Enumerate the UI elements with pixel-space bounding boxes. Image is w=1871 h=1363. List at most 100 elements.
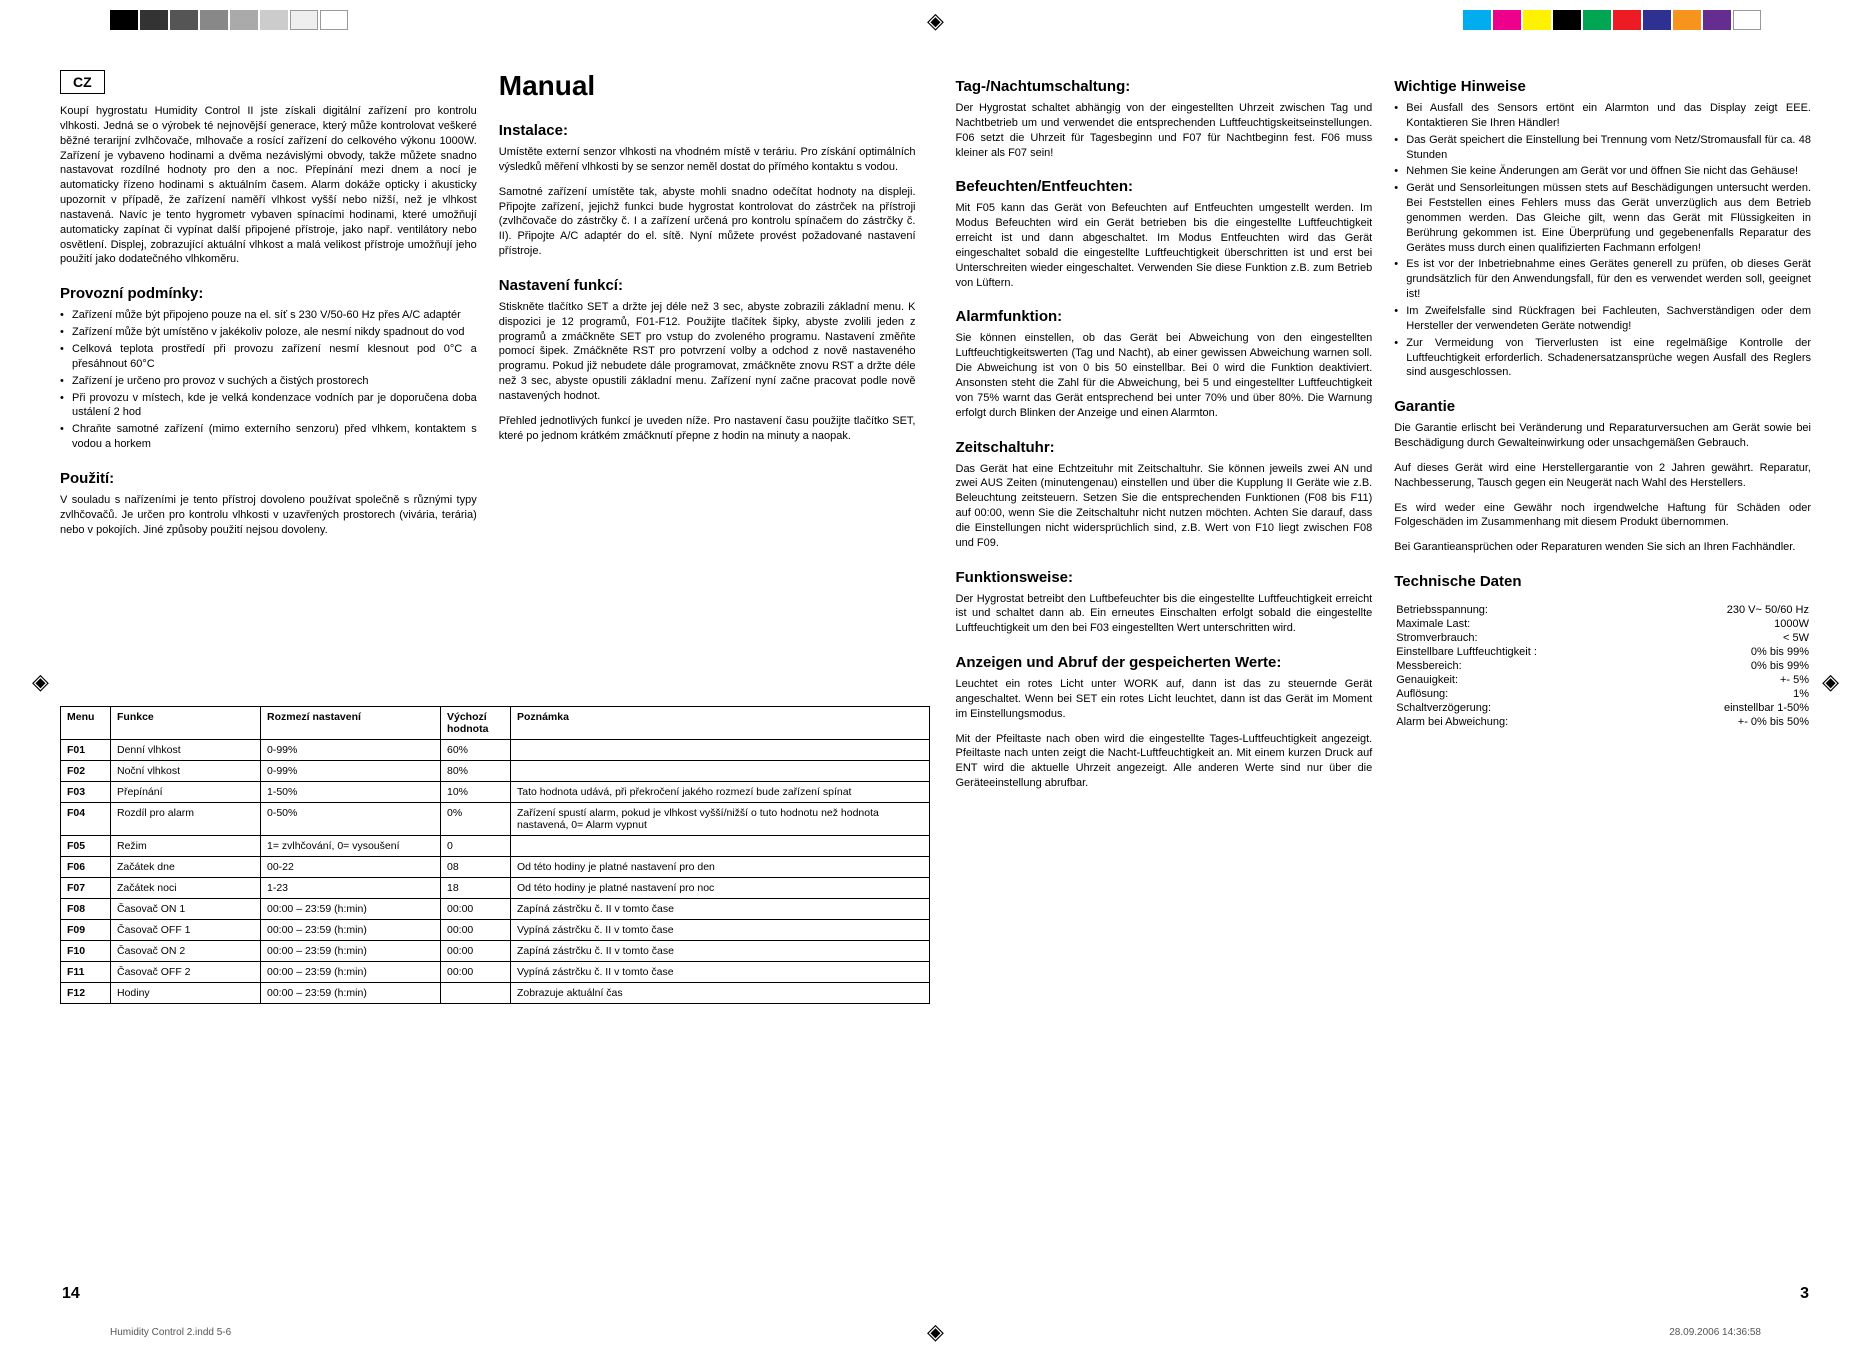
table-cell: 00:00: [441, 941, 511, 962]
table-row: F03Přepínání1-50%10%Tato hodnota udává, …: [61, 782, 930, 803]
table-cell: 1= zvlhčování, 0= vysoušení: [261, 836, 441, 857]
table-cell: 10%: [441, 782, 511, 803]
spec-cell: Messbereich:: [1396, 660, 1652, 672]
section-text: Mit F05 kann das Gerät von Befeuchten au…: [956, 201, 1373, 290]
manual-title: Manual: [499, 70, 916, 102]
spec-cell: Maximale Last:: [1396, 618, 1652, 630]
instalace-heading: Instalace:: [499, 122, 916, 139]
function-table-wrap: MenuFunkceRozmezí nastaveníVýchozí hodno…: [60, 700, 930, 1004]
table-row: F11Časovač OFF 200:00 – 23:59 (h:min)00:…: [61, 962, 930, 983]
section-text: Mit der Pfeiltaste nach oben wird die ei…: [956, 732, 1373, 791]
spec-row: Stromverbrauch:< 5W: [1396, 632, 1809, 644]
spec-cell: < 5W: [1654, 632, 1809, 644]
list-item: Zur Vermeidung von Tierverlusten ist ein…: [1394, 336, 1811, 381]
pouziti-heading: Použití:: [60, 470, 477, 487]
table-cell: 0-99%: [261, 740, 441, 761]
table-cell: F07: [61, 878, 111, 899]
spec-cell: 0% bis 99%: [1654, 660, 1809, 672]
list-item: Zařízení může být umístěno v jakékoliv p…: [60, 325, 477, 340]
lang-badge: CZ: [60, 70, 105, 94]
nastaveni-text-1: Stiskněte tlačítko SET a držte jej déle …: [499, 300, 916, 404]
nastaveni-text-2: Přehled jednotlivých funkcí je uveden ní…: [499, 414, 916, 444]
section-heading: Funktionsweise:: [956, 569, 1373, 586]
table-cell: 00:00: [441, 920, 511, 941]
table-cell: 0-50%: [261, 803, 441, 836]
table-cell: 0-99%: [261, 761, 441, 782]
table-cell: Tato hodnota udává, při překročení jakéh…: [511, 782, 930, 803]
table-row: F02Noční vlhkost0-99%80%: [61, 761, 930, 782]
page-spread: CZ Koupí hygrostatu Humidity Control II …: [60, 70, 1811, 1270]
table-row: F06Začátek dne00-2208Od této hodiny je p…: [61, 857, 930, 878]
list-item: Zařízení může být připojeno pouze na el.…: [60, 308, 477, 323]
section-heading: Befeuchten/Entfeuchten:: [956, 178, 1373, 195]
instalace-text-1: Umístěte externí senzor vlhkosti na vhod…: [499, 145, 916, 175]
table-cell: 00:00: [441, 962, 511, 983]
spec-cell: +- 0% bis 50%: [1654, 716, 1809, 728]
spec-cell: Schaltverzögerung:: [1396, 702, 1652, 714]
spec-cell: 1000W: [1654, 618, 1809, 630]
table-cell: 0: [441, 836, 511, 857]
list-item: Im Zweifelsfalle sind Rückfragen bei Fac…: [1394, 304, 1811, 334]
table-cell: Noční vlhkost: [111, 761, 261, 782]
page-number-right: 3: [1800, 1285, 1809, 1303]
table-cell: [511, 740, 930, 761]
intro-text: Koupí hygrostatu Humidity Control II jst…: [60, 104, 477, 267]
function-table: MenuFunkceRozmezí nastaveníVýchozí hodno…: [60, 706, 930, 1004]
table-cell: 18: [441, 878, 511, 899]
table-cell: F11: [61, 962, 111, 983]
table-cell: 60%: [441, 740, 511, 761]
left-col-1: CZ Koupí hygrostatu Humidity Control II …: [60, 70, 477, 1270]
table-header: Rozmezí nastavení: [261, 707, 441, 740]
registration-mark-right: ◈: [1822, 669, 1839, 695]
list-item: Gerät und Sensorleitungen müssen stets a…: [1394, 181, 1811, 255]
section-text: Leuchtet ein rotes Licht unter WORK auf,…: [956, 677, 1373, 722]
list-item: Bei Ausfall des Sensors ertönt ein Alarm…: [1394, 101, 1811, 131]
pouziti-text: V souladu s nařízeními je tento přístroj…: [60, 493, 477, 538]
section-heading: Zeitschaltuhr:: [956, 439, 1373, 456]
list-item: Das Gerät speichert die Einstellung bei …: [1394, 133, 1811, 163]
garantie-text: Bei Garantieansprüchen oder Reparaturen …: [1394, 540, 1811, 555]
table-cell: 80%: [441, 761, 511, 782]
spec-cell: einstellbar 1-50%: [1654, 702, 1809, 714]
left-col-2: Manual Instalace: Umístěte externí senzo…: [499, 70, 916, 1270]
table-cell: Zapíná zástrčku č. II v tomto čase: [511, 941, 930, 962]
table-cell: 0%: [441, 803, 511, 836]
table-cell: 1-50%: [261, 782, 441, 803]
table-cell: Časovač ON 1: [111, 899, 261, 920]
spec-cell: Einstellbare Luftfeuchtigkeit :: [1396, 646, 1652, 658]
table-cell: F06: [61, 857, 111, 878]
table-cell: F05: [61, 836, 111, 857]
table-cell: F04: [61, 803, 111, 836]
table-cell: Začátek noci: [111, 878, 261, 899]
table-cell: [441, 983, 511, 1004]
table-cell: Od této hodiny je platné nastavení pro n…: [511, 878, 930, 899]
table-row: F08Časovač ON 100:00 – 23:59 (h:min)00:0…: [61, 899, 930, 920]
list-item: Celková teplota prostředí při provozu za…: [60, 342, 477, 372]
right-col-2: Wichtige Hinweise Bei Ausfall des Sensor…: [1394, 70, 1811, 1270]
registration-mark-left: ◈: [32, 669, 49, 695]
garantie-paragraphs: Die Garantie erlischt bei Veränderung un…: [1394, 421, 1811, 565]
section-text: Der Hygrostat betreibt den Luftbefeuchte…: [956, 592, 1373, 637]
nastaveni-heading: Nastavení funkcí:: [499, 277, 916, 294]
registration-mark-bottom: ◈: [927, 1319, 944, 1345]
table-cell: Časovač OFF 1: [111, 920, 261, 941]
table-cell: 00-22: [261, 857, 441, 878]
printer-bars-left: [110, 10, 348, 30]
section-heading: Alarmfunktion:: [956, 308, 1373, 325]
section-text: Der Hygrostat schaltet abhängig von der …: [956, 101, 1373, 160]
provozni-list: Zařízení může být připojeno pouze na el.…: [60, 308, 477, 454]
wichtige-heading: Wichtige Hinweise: [1394, 78, 1811, 95]
table-cell: 08: [441, 857, 511, 878]
table-header: Výchozí hodnota: [441, 707, 511, 740]
table-cell: F10: [61, 941, 111, 962]
wichtige-list: Bei Ausfall des Sensors ertönt ein Alarm…: [1394, 101, 1811, 382]
garantie-text: Die Garantie erlischt bei Veränderung un…: [1394, 421, 1811, 451]
table-cell: Denní vlhkost: [111, 740, 261, 761]
table-cell: 00:00: [441, 899, 511, 920]
list-item: Chraňte samotné zařízení (mimo externího…: [60, 422, 477, 452]
spec-row: Einstellbare Luftfeuchtigkeit :0% bis 99…: [1396, 646, 1809, 658]
table-cell: 00:00 – 23:59 (h:min): [261, 962, 441, 983]
provozni-heading: Provozní podmínky:: [60, 285, 477, 302]
instalace-text-2: Samotné zařízení umístěte tak, abyste mo…: [499, 185, 916, 259]
table-row: F09Časovač OFF 100:00 – 23:59 (h:min)00:…: [61, 920, 930, 941]
